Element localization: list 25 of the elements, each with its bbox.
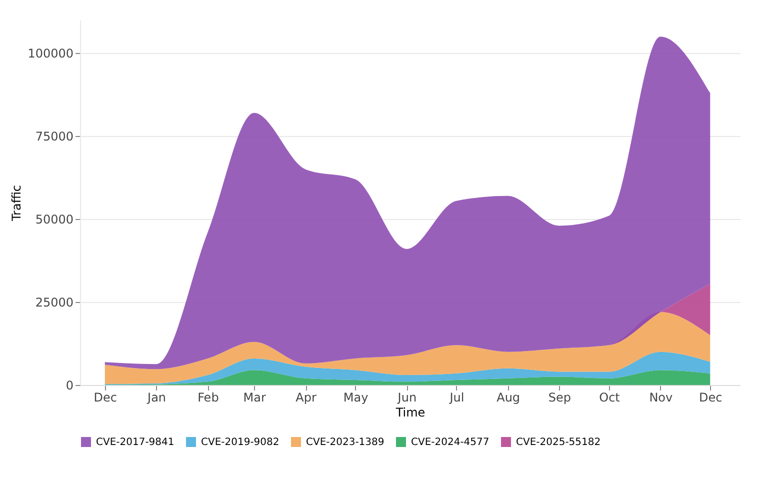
- x-tick-label: Jul: [448, 390, 464, 404]
- x-tick-label: Jan: [146, 390, 166, 404]
- x-tick-label: Mar: [243, 390, 266, 404]
- x-tick-label: Sep: [548, 390, 572, 404]
- x-tick-label: Nov: [649, 390, 673, 404]
- y-tick-label: 50000: [35, 212, 74, 227]
- x-tick-label: Dec: [94, 390, 117, 404]
- legend-label: CVE-2025-55182: [516, 437, 601, 448]
- x-tick-label: Dec: [699, 390, 722, 404]
- y-tick-label: 75000: [35, 130, 74, 144]
- legend-label: CVE-2024-4577: [411, 437, 490, 448]
- legend-label: CVE-2019-9082: [201, 437, 280, 448]
- x-tick-label: Feb: [198, 390, 219, 404]
- legend-label: CVE-2017-9841: [96, 437, 174, 448]
- x-tick-label: Aug: [496, 390, 520, 404]
- x-tick-label: Oct: [599, 390, 620, 404]
- x-tick-label: Jun: [396, 390, 417, 404]
- y-tick-label: 25000: [35, 296, 74, 310]
- y-tick-label: 0: [66, 378, 74, 392]
- legend-label: CVE-2023-1389: [306, 437, 384, 448]
- x-tick-label: May: [343, 390, 368, 404]
- y-axis-title: Traffic: [10, 184, 24, 222]
- x-axis-title: Time: [394, 406, 426, 420]
- y-tick-label: 100000: [28, 46, 74, 61]
- x-tick-label: Apr: [296, 390, 316, 404]
